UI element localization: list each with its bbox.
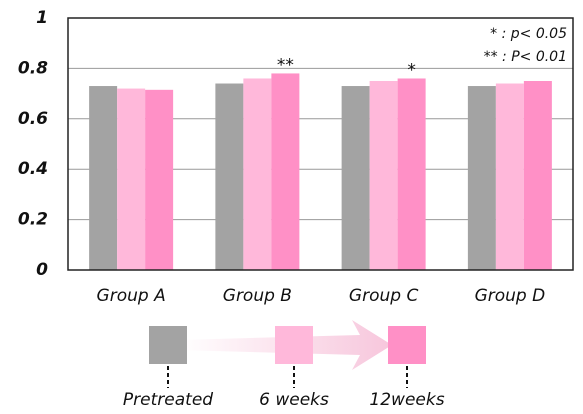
annotation: ** — [277, 55, 294, 75]
y-tick-label: 0.2 — [18, 210, 48, 230]
bar — [369, 81, 398, 270]
x-tick-label: Group B — [223, 286, 292, 306]
bar — [523, 81, 552, 270]
bar — [215, 83, 244, 271]
legend-label: 6 weeks — [259, 390, 329, 410]
bar — [117, 88, 146, 270]
significance-note: ** : P< 0.01 — [484, 49, 567, 65]
y-tick-label: 1 — [36, 8, 48, 28]
bar — [89, 86, 118, 270]
x-tick-label: Group C — [349, 286, 419, 306]
bar — [341, 86, 370, 270]
bar — [467, 86, 496, 270]
legend-swatch — [149, 326, 187, 364]
bar — [145, 89, 174, 270]
bar — [495, 83, 524, 271]
legend-swatch — [275, 326, 313, 364]
y-tick-label: 0.4 — [18, 159, 48, 179]
significance-note: * : p< 0.05 — [490, 26, 567, 42]
bar — [397, 78, 426, 270]
x-tick-label: Group D — [475, 286, 546, 306]
bar — [271, 73, 300, 270]
y-tick-label: 0 — [36, 260, 48, 280]
legend-label: 12weeks — [369, 390, 444, 410]
y-tick-label: 0.6 — [18, 109, 48, 129]
plot-frame — [67, 17, 574, 271]
x-tick-label: Group A — [97, 286, 166, 306]
annotation: * — [407, 60, 416, 80]
bar — [243, 78, 272, 270]
y-tick-label: 0.8 — [18, 58, 48, 78]
legend-swatch — [388, 326, 426, 364]
legend-label: Pretreated — [123, 390, 213, 410]
